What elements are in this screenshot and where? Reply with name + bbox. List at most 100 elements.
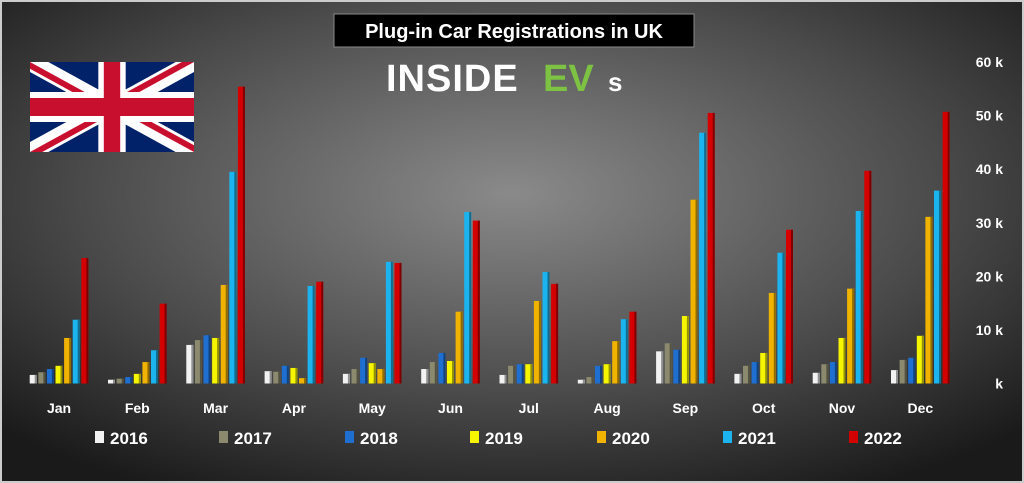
bar-shade (286, 365, 289, 384)
bar-shade (712, 112, 715, 384)
legend-swatch-2021 (723, 431, 732, 443)
bar-shade (939, 190, 941, 384)
bar-2016-feb (108, 379, 115, 384)
bar-2021-sep (699, 132, 707, 384)
bar-shade (843, 337, 846, 384)
bar-2021-jul (542, 272, 550, 384)
bar-2016-mar (186, 344, 194, 384)
bar-2020-jul (533, 300, 541, 384)
x-tick-label: Jul (519, 400, 539, 416)
bar-shade (661, 351, 664, 384)
bar-2018-may (360, 357, 368, 384)
title-box (333, 13, 695, 48)
bar-shade (904, 359, 907, 384)
x-axis: Jan Feb Mar Apr May Jun Jul Aug Sep Oct Nov Dec (47, 400, 933, 416)
legend-label-2017: 2017 (234, 429, 272, 448)
bar-shade (443, 352, 446, 384)
bar-2016-nov (812, 372, 820, 384)
bar-2018-mar (203, 335, 211, 384)
svg-text:s: s (608, 67, 622, 97)
bar-shade (704, 132, 707, 384)
bar-2017-jun (429, 362, 437, 384)
bar-2021-jun (464, 212, 472, 384)
bar-shade (69, 337, 72, 384)
bar-shade (295, 367, 298, 384)
bar-2017-oct (743, 365, 750, 384)
bar-shade (225, 284, 228, 384)
svg-text:INSIDE: INSIDE (386, 58, 519, 100)
bar-2022-apr (316, 281, 324, 384)
bar-2021-aug (620, 319, 628, 384)
bar-2021-feb (151, 350, 158, 384)
x-tick-label: Dec (907, 400, 933, 416)
bar-shade (43, 372, 46, 384)
bar-2021-dec (934, 190, 941, 384)
x-tick-label: May (359, 400, 386, 416)
bar-2019-apr (290, 367, 298, 384)
bar-shade (521, 364, 524, 384)
bar-2022-may (394, 262, 402, 384)
bar-2019-jun (447, 360, 454, 384)
bar-2022-aug (629, 311, 637, 384)
legend-label-2016: 2016 (110, 429, 148, 448)
bar-2017-jul (508, 365, 516, 384)
bar-shade (739, 373, 742, 384)
bars-layer (29, 86, 950, 384)
bar-shade (695, 199, 698, 384)
bar-2018-nov (829, 362, 837, 384)
bar-2016-jan (29, 374, 37, 384)
bar-2019-jul (525, 364, 533, 384)
bar-2019-nov (838, 337, 846, 384)
bar-2018-feb (125, 377, 133, 384)
bar-shade (947, 111, 950, 384)
y-tick-label: k (995, 376, 1003, 392)
bar-shade (504, 374, 507, 384)
bar-2022-dec (942, 111, 950, 384)
bar-shade (130, 377, 133, 384)
x-tick-label: Feb (125, 400, 150, 416)
bar-2017-apr (273, 371, 281, 384)
bar-2016-may (342, 373, 350, 384)
y-tick-label: 40 k (976, 161, 1003, 177)
bar-shade (434, 362, 437, 384)
bar-shade (373, 363, 376, 384)
bar-shade (312, 285, 315, 384)
bar-2017-sep (664, 343, 672, 384)
chart-title: Plug-in Car Registrations in UK (365, 21, 663, 43)
bar-2022-jun (472, 220, 480, 384)
bar-shade (321, 281, 324, 384)
bar-2022-oct (786, 229, 793, 384)
bar-shade (826, 364, 829, 384)
legend-label-2022: 2022 (864, 429, 902, 448)
legend-swatch-2022 (849, 431, 858, 443)
bar-2017-aug (586, 377, 594, 384)
bar-shade (773, 292, 776, 384)
bar-2020-jan (64, 337, 72, 384)
bar-2020-nov (847, 288, 855, 384)
bar-shade (782, 252, 785, 384)
bar-shade (347, 373, 350, 384)
bar-shade (113, 379, 115, 384)
bar-shade (147, 362, 150, 384)
bar-2021-jan (72, 319, 80, 384)
bar-2018-jun (438, 352, 446, 384)
x-tick-label: Jan (47, 400, 71, 416)
bar-2017-may (351, 369, 359, 384)
bar-shade (469, 212, 472, 384)
bar-shade (600, 365, 602, 384)
bar-2022-nov (864, 170, 872, 384)
bar-shade (513, 365, 516, 384)
bar-shade (86, 258, 89, 384)
y-tick-label: 50 k (976, 108, 1003, 124)
svg-text:EV: EV (543, 58, 594, 100)
bar-shade (669, 343, 672, 384)
bar-2016-sep (656, 351, 664, 384)
bar-shade (608, 364, 611, 384)
bar-2020-apr (299, 378, 306, 384)
bar-shade (477, 220, 480, 384)
bar-shade (60, 365, 63, 384)
x-tick-label: Aug (593, 400, 620, 416)
bar-shade (538, 300, 541, 384)
bar-2018-dec (908, 357, 916, 384)
